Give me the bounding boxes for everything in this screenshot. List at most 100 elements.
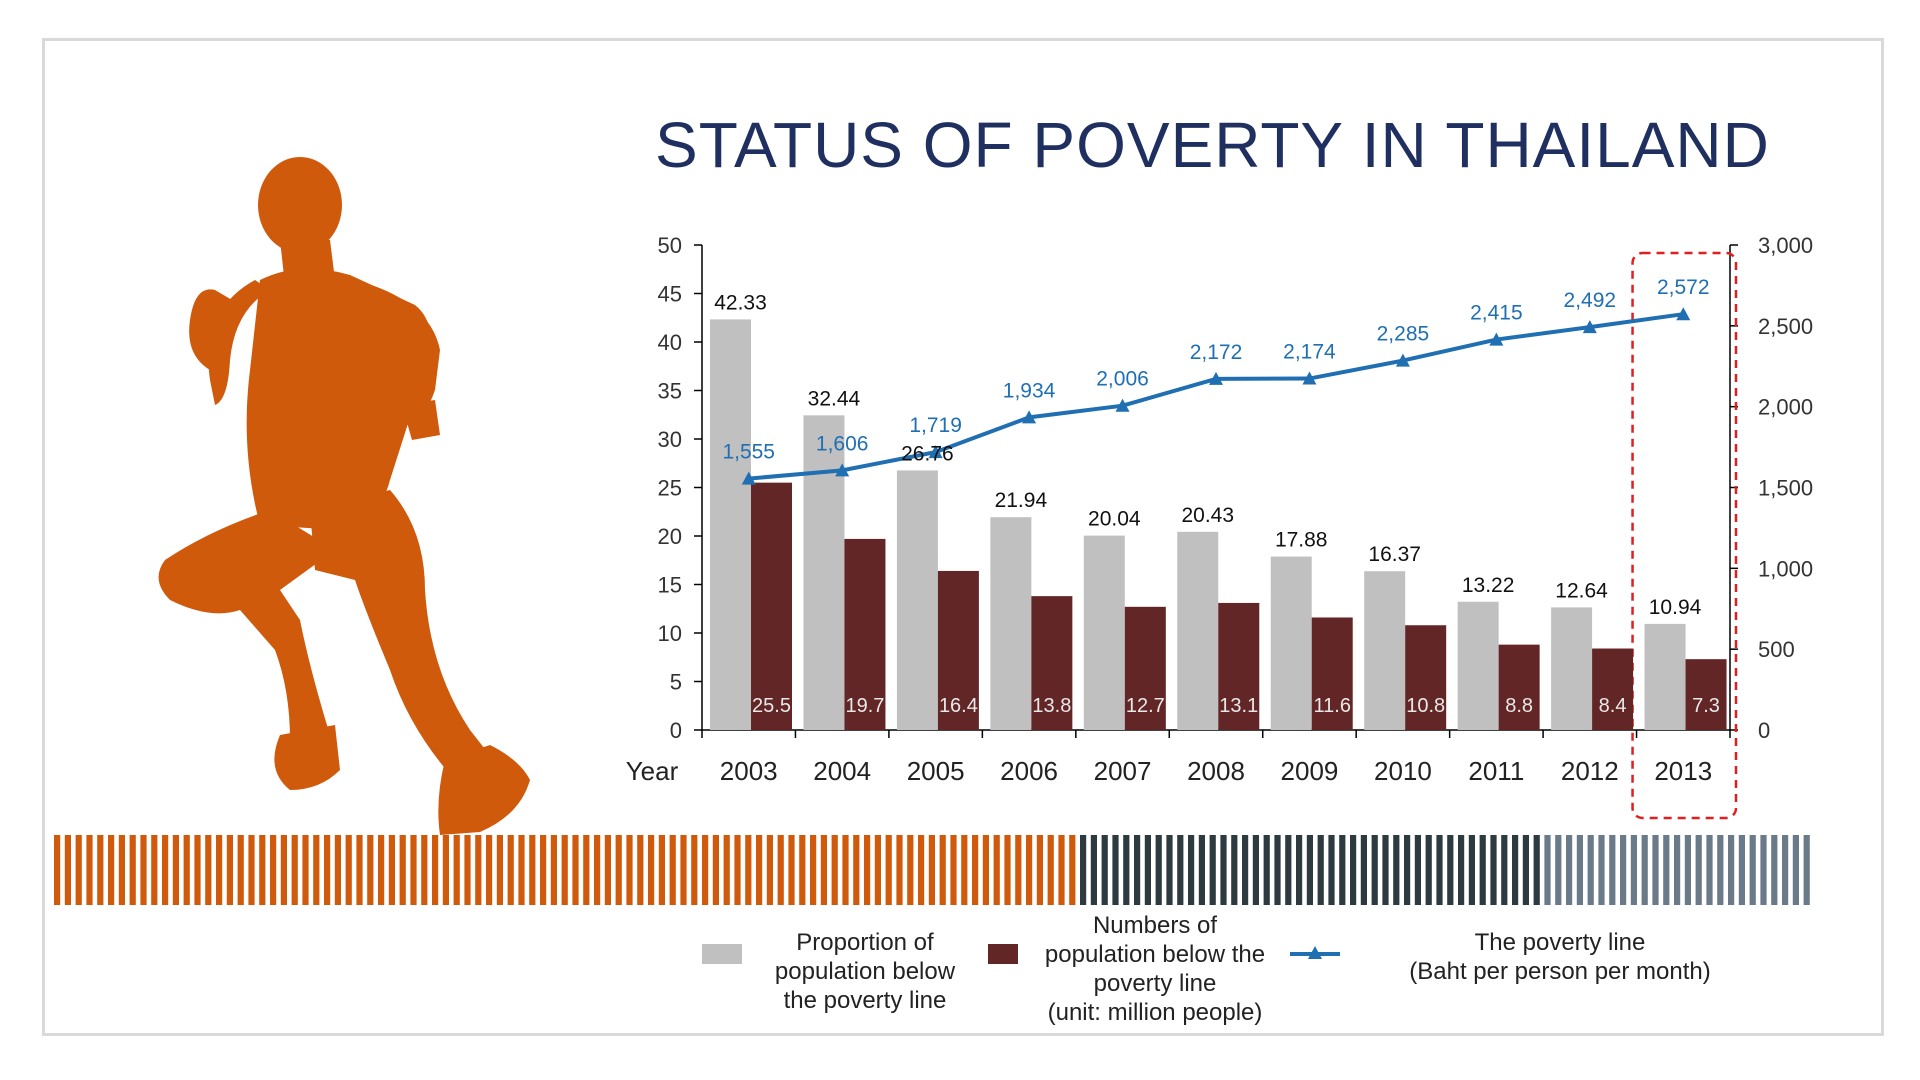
bar-population [1031, 596, 1073, 730]
bar-proportion-label: 32.44 [808, 387, 861, 410]
stripe [658, 835, 665, 905]
x-tick-label: 2012 [1561, 756, 1619, 786]
bar-population-label: 13.8 [1032, 695, 1071, 717]
legend-bar2-line: (unit: million people) [1047, 999, 1263, 1026]
stripe [853, 835, 860, 905]
stripe [918, 835, 925, 905]
bar-population-label: 12.7 [1126, 695, 1165, 717]
stripe [1209, 835, 1216, 905]
stripe [550, 835, 557, 905]
stripe [1220, 835, 1227, 905]
stripe [885, 835, 892, 905]
right-tick-label: 0 [1758, 718, 1770, 743]
stripe [1231, 835, 1238, 905]
stripe-bar [54, 835, 1810, 905]
stripe [669, 835, 676, 905]
stripe [810, 835, 817, 905]
legend-line-text: The poverty line (Baht per person per mo… [1390, 928, 1730, 986]
stripe [1792, 835, 1799, 905]
x-tick-label: 2013 [1654, 756, 1712, 786]
legend-bar2-line: population below the [1044, 941, 1266, 968]
stripe [702, 835, 709, 905]
poverty-line-label: 2,285 [1377, 323, 1430, 346]
left-tick-label: 0 [670, 718, 682, 743]
stripe [993, 835, 1000, 905]
stripe [1382, 835, 1389, 905]
stripe [842, 835, 849, 905]
bar-population [937, 570, 979, 730]
stripe [313, 835, 320, 905]
legend-bar2-line: poverty line [1093, 970, 1217, 997]
stripe [140, 835, 147, 905]
bar-population-label: 7.3 [1692, 695, 1720, 717]
stripe [86, 835, 93, 905]
bar-proportion [1551, 607, 1593, 730]
stripe [1371, 835, 1378, 905]
stripe [1479, 835, 1486, 905]
stripe [1501, 835, 1508, 905]
chart-axes: 0510152025303540455005001,0001,5002,0002… [626, 233, 1813, 820]
x-tick-label: 2008 [1187, 756, 1245, 786]
right-tick-label: 1,000 [1758, 556, 1813, 581]
bar-population-label: 8.8 [1505, 695, 1533, 717]
stripe [1630, 835, 1637, 905]
poverty-line-marker [1115, 398, 1130, 412]
stripe [1101, 835, 1108, 905]
stripe [475, 835, 482, 905]
stripe [1598, 835, 1605, 905]
bar-proportion-label: 20.04 [1088, 508, 1141, 531]
stripe [1317, 835, 1324, 905]
x-tick-label: 2005 [907, 756, 965, 786]
legend-bar1-line: population below [774, 958, 956, 985]
poverty-line-label: 1,719 [909, 414, 962, 437]
stripe [1296, 835, 1303, 905]
x-tick-label: 2006 [1000, 756, 1058, 786]
bar-population [844, 538, 886, 730]
stripe [1123, 835, 1130, 905]
stripe [572, 835, 579, 905]
right-tick-label: 2,000 [1758, 395, 1813, 420]
stripe [1576, 835, 1583, 905]
stripe [367, 835, 374, 905]
stripe [1760, 835, 1767, 905]
stripe [1620, 835, 1627, 905]
bar-proportion-label: 21.94 [995, 489, 1048, 512]
bar-proportion-label: 12.64 [1555, 579, 1608, 602]
stripe [1641, 835, 1648, 905]
stripe [1026, 835, 1033, 905]
stripe [1360, 835, 1367, 905]
stripe [129, 835, 136, 905]
legend-bar1-text: Proportion of population below the pover… [760, 928, 970, 1015]
stripe [1674, 835, 1681, 905]
poverty-line-marker [1489, 332, 1504, 346]
stripe [939, 835, 946, 905]
stripe [756, 835, 763, 905]
stripe [874, 835, 881, 905]
legend-bar2-text: Numbers of population below the poverty … [1030, 911, 1280, 1027]
left-tick-label: 45 [658, 282, 682, 307]
stripe [1652, 835, 1659, 905]
stripe [1188, 835, 1195, 905]
right-tick-label: 500 [1758, 637, 1795, 662]
stripe [1306, 835, 1313, 905]
bar-population-label: 19.7 [845, 695, 884, 717]
bar-proportion-label: 10.94 [1649, 596, 1702, 619]
stripe [1155, 835, 1162, 905]
stripe [97, 835, 104, 905]
poverty-line-marker [835, 463, 850, 477]
stripe [734, 835, 741, 905]
stripe [1771, 835, 1778, 905]
stripe [1447, 835, 1454, 905]
poverty-line-label: 2,415 [1470, 302, 1523, 325]
bar-population [1124, 606, 1166, 730]
bar-population [1311, 617, 1353, 730]
stripe [723, 835, 730, 905]
stripe [108, 835, 115, 905]
legend-bar1-line: the poverty line [783, 987, 947, 1014]
right-tick-label: 1,500 [1758, 476, 1813, 501]
highlight-box-2013 [1631, 251, 1738, 820]
stripe [1717, 835, 1724, 905]
stripe [1566, 835, 1573, 905]
x-tick-label: 2011 [1468, 756, 1524, 786]
stripe [1144, 835, 1151, 905]
